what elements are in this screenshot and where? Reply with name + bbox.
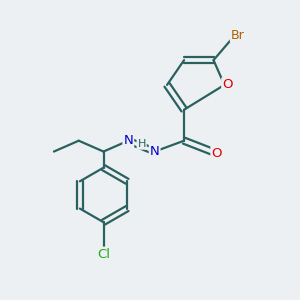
Text: Cl: Cl (97, 248, 110, 261)
Text: H: H (137, 139, 146, 149)
Text: N: N (123, 134, 133, 147)
Text: Br: Br (231, 29, 244, 42)
Text: O: O (222, 78, 233, 92)
Text: N: N (150, 145, 160, 158)
Text: O: O (212, 147, 222, 160)
